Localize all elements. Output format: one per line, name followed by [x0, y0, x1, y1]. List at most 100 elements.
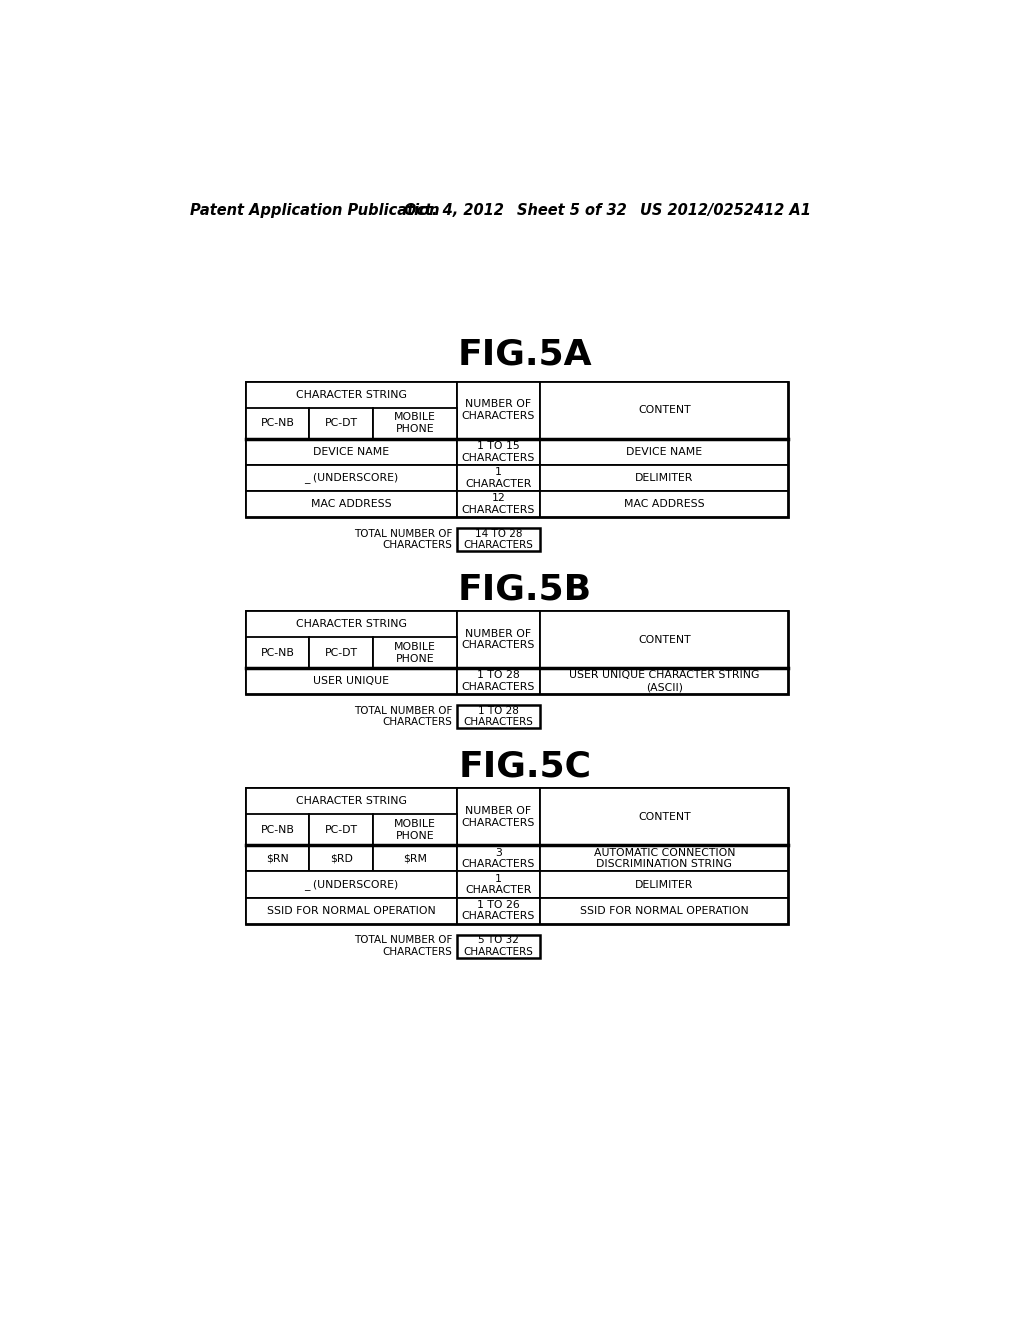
- Text: 1
CHARACTER: 1 CHARACTER: [465, 467, 531, 488]
- Bar: [457, 845, 541, 871]
- Bar: [457, 491, 541, 517]
- Bar: [246, 638, 309, 668]
- Text: USER UNIQUE CHARACTER STRING
(ASCII): USER UNIQUE CHARACTER STRING (ASCII): [569, 671, 760, 692]
- Text: PC-DT: PC-DT: [325, 825, 357, 834]
- Text: PC-DT: PC-DT: [325, 418, 357, 428]
- Bar: [246, 871, 457, 898]
- Bar: [457, 465, 541, 491]
- Text: NUMBER OF
CHARACTERS: NUMBER OF CHARACTERS: [462, 400, 536, 421]
- Text: 12
CHARACTERS: 12 CHARACTERS: [462, 494, 536, 515]
- Bar: [246, 845, 309, 871]
- Text: _ (UNDERSCORE): _ (UNDERSCORE): [304, 473, 398, 483]
- Text: CONTENT: CONTENT: [638, 635, 690, 644]
- Text: AUTOMATIC CONNECTION
DISCRIMINATION STRING: AUTOMATIC CONNECTION DISCRIMINATION STRI…: [594, 847, 735, 869]
- Text: PC-DT: PC-DT: [325, 648, 357, 657]
- Text: MOBILE
PHONE: MOBILE PHONE: [394, 818, 435, 841]
- Text: 14 TO 28
CHARACTERS: 14 TO 28 CHARACTERS: [464, 529, 534, 550]
- Bar: [457, 788, 541, 845]
- Text: US 2012/0252412 A1: US 2012/0252412 A1: [640, 203, 810, 218]
- Bar: [457, 381, 541, 438]
- Text: MOBILE
PHONE: MOBILE PHONE: [394, 412, 435, 434]
- Text: 1 TO 28
CHARACTERS: 1 TO 28 CHARACTERS: [462, 671, 536, 692]
- Bar: [246, 668, 457, 694]
- Bar: [246, 611, 457, 668]
- Bar: [541, 668, 788, 694]
- Bar: [457, 871, 541, 898]
- Bar: [457, 438, 541, 465]
- Text: CONTENT: CONTENT: [638, 405, 690, 416]
- Text: CHARACTER STRING: CHARACTER STRING: [296, 796, 407, 807]
- Bar: [246, 381, 788, 517]
- Text: $RD: $RD: [330, 853, 352, 863]
- Bar: [457, 611, 541, 668]
- Text: 1
CHARACTER: 1 CHARACTER: [465, 874, 531, 895]
- Bar: [541, 788, 788, 845]
- Bar: [246, 381, 457, 438]
- Bar: [246, 814, 309, 845]
- Text: DELIMITER: DELIMITER: [635, 879, 693, 890]
- Text: Oct. 4, 2012: Oct. 4, 2012: [403, 203, 504, 218]
- Bar: [541, 491, 788, 517]
- Text: MOBILE
PHONE: MOBILE PHONE: [394, 642, 435, 664]
- Bar: [541, 438, 788, 465]
- Bar: [457, 668, 541, 694]
- Text: CONTENT: CONTENT: [638, 812, 690, 822]
- Bar: [457, 935, 541, 958]
- Bar: [373, 814, 457, 845]
- Text: 5 TO 32
CHARACTERS: 5 TO 32 CHARACTERS: [464, 936, 534, 957]
- Text: CHARACTER STRING: CHARACTER STRING: [296, 389, 407, 400]
- Text: TOTAL NUMBER OF
CHARACTERS: TOTAL NUMBER OF CHARACTERS: [353, 529, 452, 550]
- Bar: [246, 438, 457, 465]
- Text: $RN: $RN: [266, 853, 289, 863]
- Text: NUMBER OF
CHARACTERS: NUMBER OF CHARACTERS: [462, 628, 536, 651]
- Bar: [541, 898, 788, 924]
- Bar: [541, 381, 788, 438]
- Text: $RM: $RM: [402, 853, 427, 863]
- Text: FIG.5B: FIG.5B: [458, 573, 592, 607]
- Text: 3
CHARACTERS: 3 CHARACTERS: [462, 847, 536, 869]
- Text: MAC ADDRESS: MAC ADDRESS: [624, 499, 705, 510]
- Text: DEVICE NAME: DEVICE NAME: [627, 446, 702, 457]
- Bar: [246, 788, 788, 924]
- Bar: [246, 788, 457, 845]
- Bar: [373, 408, 457, 438]
- Bar: [541, 871, 788, 898]
- Bar: [541, 465, 788, 491]
- Bar: [457, 705, 541, 729]
- Bar: [457, 528, 541, 552]
- Bar: [309, 814, 373, 845]
- Text: DELIMITER: DELIMITER: [635, 473, 693, 483]
- Text: _ (UNDERSCORE): _ (UNDERSCORE): [304, 879, 398, 890]
- Text: CHARACTER STRING: CHARACTER STRING: [296, 619, 407, 630]
- Bar: [541, 845, 788, 871]
- Bar: [541, 611, 788, 668]
- Text: PC-NB: PC-NB: [261, 825, 295, 834]
- Text: TOTAL NUMBER OF
CHARACTERS: TOTAL NUMBER OF CHARACTERS: [353, 936, 452, 957]
- Text: Sheet 5 of 32: Sheet 5 of 32: [517, 203, 627, 218]
- Bar: [457, 898, 541, 924]
- Text: PC-NB: PC-NB: [261, 648, 295, 657]
- Text: FIG.5C: FIG.5C: [459, 750, 591, 784]
- Text: DEVICE NAME: DEVICE NAME: [313, 446, 389, 457]
- Bar: [246, 408, 309, 438]
- Text: 1 TO 28
CHARACTERS: 1 TO 28 CHARACTERS: [464, 706, 534, 727]
- Text: PC-NB: PC-NB: [261, 418, 295, 428]
- Text: 1 TO 26
CHARACTERS: 1 TO 26 CHARACTERS: [462, 900, 536, 921]
- Text: SSID FOR NORMAL OPERATION: SSID FOR NORMAL OPERATION: [267, 906, 435, 916]
- Bar: [373, 845, 457, 871]
- Bar: [246, 491, 457, 517]
- Bar: [246, 465, 457, 491]
- Bar: [309, 408, 373, 438]
- Text: Patent Application Publication: Patent Application Publication: [190, 203, 439, 218]
- Bar: [309, 638, 373, 668]
- Text: 1 TO 15
CHARACTERS: 1 TO 15 CHARACTERS: [462, 441, 536, 462]
- Text: MAC ADDRESS: MAC ADDRESS: [311, 499, 391, 510]
- Bar: [246, 611, 788, 694]
- Bar: [373, 638, 457, 668]
- Text: NUMBER OF
CHARACTERS: NUMBER OF CHARACTERS: [462, 807, 536, 828]
- Text: FIG.5A: FIG.5A: [458, 338, 592, 372]
- Text: SSID FOR NORMAL OPERATION: SSID FOR NORMAL OPERATION: [580, 906, 749, 916]
- Bar: [246, 898, 457, 924]
- Text: TOTAL NUMBER OF
CHARACTERS: TOTAL NUMBER OF CHARACTERS: [353, 706, 452, 727]
- Text: USER UNIQUE: USER UNIQUE: [313, 676, 389, 686]
